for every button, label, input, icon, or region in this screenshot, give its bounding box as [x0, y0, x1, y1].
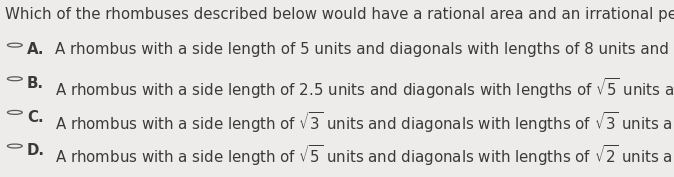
Text: C.: C.	[27, 110, 44, 125]
Text: A.: A.	[27, 42, 44, 58]
Text: D.: D.	[27, 143, 45, 158]
Text: A rhombus with a side length of $\sqrt{3}$ units and diagonals with lengths of $: A rhombus with a side length of $\sqrt{3…	[55, 110, 674, 135]
Text: A rhombus with a side length of 2.5 units and diagonals with lengths of $\sqrt{5: A rhombus with a side length of 2.5 unit…	[55, 76, 674, 101]
Text: A rhombus with a side length of $\sqrt{5}$ units and diagonals with lengths of $: A rhombus with a side length of $\sqrt{5…	[55, 143, 674, 168]
Text: B.: B.	[27, 76, 44, 91]
Text: A rhombus with a side length of 5 units and diagonals with lengths of 8 units an: A rhombus with a side length of 5 units …	[55, 42, 674, 58]
Text: Which of the rhombuses described below would have a rational area and an irratio: Which of the rhombuses described below w…	[5, 7, 674, 22]
